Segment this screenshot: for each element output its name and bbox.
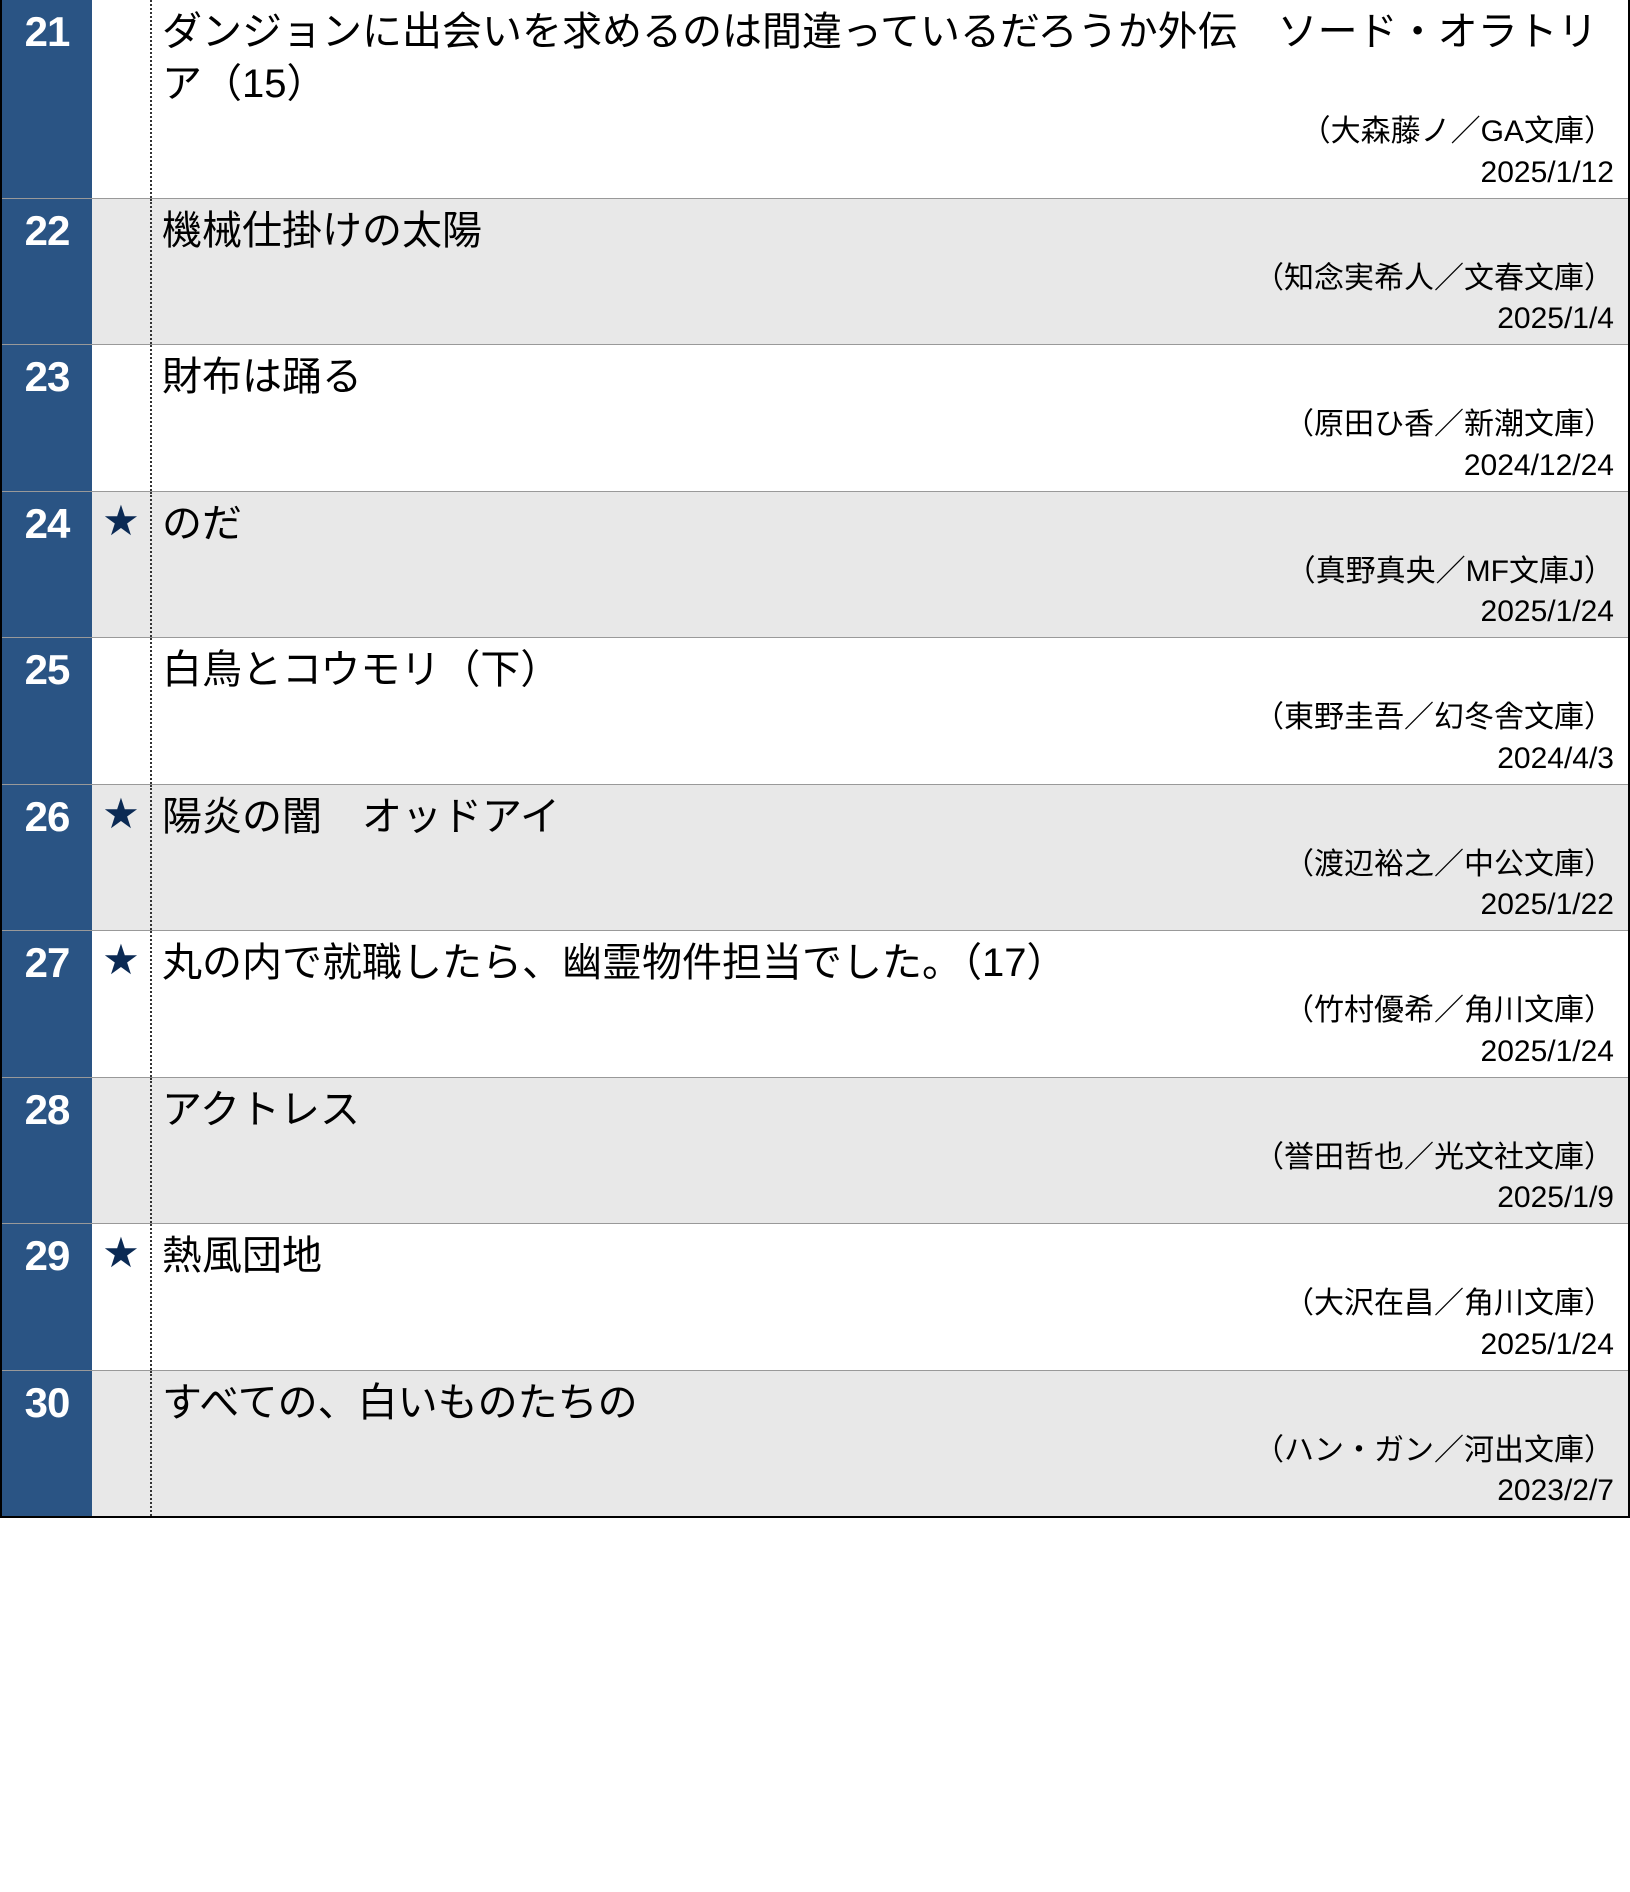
table-row: 25 白鳥とコウモリ（下）（東野圭吾／幻冬舎文庫）2024/4/3 [2,638,1628,785]
star-cell [92,345,152,491]
star-cell [92,0,152,198]
star-icon: ★ [102,500,140,542]
table-row: 24★ のだ（真野真央／MF文庫J）2025/1/24 [2,492,1628,639]
table-row: 23 財布は踊る（原田ひ香／新潮文庫）2024/12/24 [2,345,1628,492]
book-meta: （東野圭吾／幻冬舎文庫） [162,698,1614,739]
book-title: 機械仕掛けの太陽 [162,205,1614,257]
book-title: 陽炎の闇 オッドアイ [162,791,1614,843]
star-cell: ★ [92,1224,152,1370]
star-cell [92,1371,152,1517]
content-cell: 熱風団地（大沢在昌／角川文庫）2025/1/24 [152,1224,1628,1370]
content-cell: のだ（真野真央／MF文庫J）2025/1/24 [152,492,1628,638]
book-title: ダンジョンに出会いを求めるのは間違っているだろうか外伝 ソード・オラトリア（15… [162,6,1614,110]
book-date: 2025/1/12 [162,153,1614,192]
table-row: 29★ 熱風団地（大沢在昌／角川文庫）2025/1/24 [2,1224,1628,1371]
star-cell: ★ [92,931,152,1077]
book-date: 2024/12/24 [162,446,1614,485]
book-date: 2025/1/9 [162,1178,1614,1217]
rank-cell: 28 [2,1078,92,1224]
rank-cell: 26 [2,785,92,931]
rank-cell: 22 [2,199,92,345]
book-date: 2024/4/3 [162,739,1614,778]
table-row: 28 アクトレス（誉田哲也／光文社文庫）2025/1/9 [2,1078,1628,1225]
book-title: 白鳥とコウモリ（下） [162,644,1614,696]
book-meta: （原田ひ香／新潮文庫） [162,405,1614,446]
book-title: のだ [162,498,1614,550]
star-icon: ★ [102,939,140,981]
content-cell: 財布は踊る（原田ひ香／新潮文庫）2024/12/24 [152,345,1628,491]
book-meta: （渡辺裕之／中公文庫） [162,845,1614,886]
content-cell: アクトレス（誉田哲也／光文社文庫）2025/1/9 [152,1078,1628,1224]
rank-cell: 21 [2,0,92,198]
star-cell [92,638,152,784]
rank-cell: 29 [2,1224,92,1370]
ranking-table: 21 ダンジョンに出会いを求めるのは間違っているだろうか外伝 ソード・オラトリア（… [0,0,1630,1518]
book-title: 財布は踊る [162,351,1614,403]
book-date: 2025/1/24 [162,1032,1614,1071]
book-meta: （誉田哲也／光文社文庫） [162,1138,1614,1179]
rank-cell: 24 [2,492,92,638]
table-row: 26★ 陽炎の闇 オッドアイ（渡辺裕之／中公文庫）2025/1/22 [2,785,1628,932]
rank-cell: 23 [2,345,92,491]
rank-cell: 30 [2,1371,92,1517]
content-cell: 陽炎の闇 オッドアイ（渡辺裕之／中公文庫）2025/1/22 [152,785,1628,931]
book-title: すべての、白いものたちの [162,1377,1614,1429]
book-date: 2025/1/24 [162,592,1614,631]
book-date: 2025/1/4 [162,299,1614,338]
book-meta: （竹村優希／角川文庫） [162,991,1614,1032]
table-row: 22 機械仕掛けの太陽（知念実希人／文春文庫）2025/1/4 [2,199,1628,346]
content-cell: 丸の内で就職したら、幽霊物件担当でした。（17）（竹村優希／角川文庫）2025/… [152,931,1628,1077]
content-cell: すべての、白いものたちの（ハン・ガン／河出文庫）2023/2/7 [152,1371,1628,1517]
content-cell: 機械仕掛けの太陽（知念実希人／文春文庫）2025/1/4 [152,199,1628,345]
star-cell: ★ [92,785,152,931]
content-cell: ダンジョンに出会いを求めるのは間違っているだろうか外伝 ソード・オラトリア（15… [152,0,1628,198]
book-date: 2025/1/22 [162,885,1614,924]
star-cell [92,1078,152,1224]
content-cell: 白鳥とコウモリ（下）（東野圭吾／幻冬舎文庫）2024/4/3 [152,638,1628,784]
star-cell [92,199,152,345]
table-row: 30 すべての、白いものたちの（ハン・ガン／河出文庫）2023/2/7 [2,1371,1628,1517]
star-icon: ★ [102,1232,140,1274]
book-meta: （大沢在昌／角川文庫） [162,1284,1614,1325]
book-title: 丸の内で就職したら、幽霊物件担当でした。（17） [162,937,1614,989]
table-row: 21 ダンジョンに出会いを求めるのは間違っているだろうか外伝 ソード・オラトリア（… [2,0,1628,199]
star-cell: ★ [92,492,152,638]
book-meta: （ハン・ガン／河出文庫） [162,1431,1614,1472]
book-title: 熱風団地 [162,1230,1614,1282]
book-title: アクトレス [162,1084,1614,1136]
book-meta: （知念実希人／文春文庫） [162,259,1614,300]
book-date: 2025/1/24 [162,1325,1614,1364]
table-row: 27★ 丸の内で就職したら、幽霊物件担当でした。（17）（竹村優希／角川文庫）20… [2,931,1628,1078]
rank-cell: 27 [2,931,92,1077]
book-meta: （真野真央／MF文庫J） [162,552,1614,593]
rank-cell: 25 [2,638,92,784]
book-date: 2023/2/7 [162,1471,1614,1510]
book-meta: （大森藤ノ／GA文庫） [162,112,1614,153]
star-icon: ★ [102,793,140,835]
